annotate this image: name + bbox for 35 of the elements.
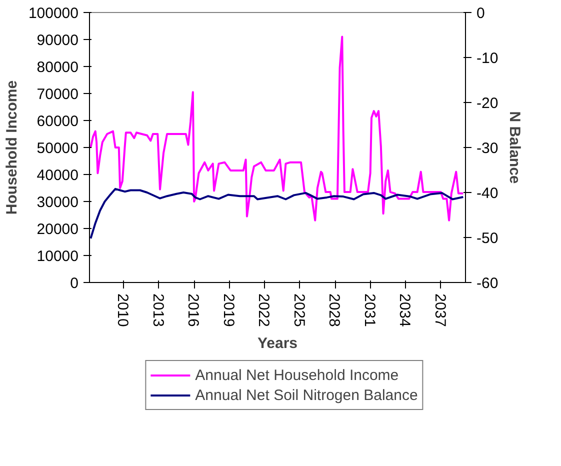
y2-tick-label: -10 [476,50,498,67]
legend-label: Annual Net Household Income [195,366,399,384]
x-tick-label: 2034 [396,294,414,327]
y-tick-label: 20000 [36,221,79,238]
x-tick-label: 2031 [360,294,378,327]
y2-tick-label: -20 [476,95,498,112]
legend-label: Annual Net Soil Nitrogen Balance [195,386,418,404]
x-tick-label: 2010 [114,294,132,327]
x-tick-label: 2022 [255,294,272,327]
x-tick-label: 2025 [290,294,308,327]
y2-tick-label: -50 [476,230,498,247]
y-tick-label: 30000 [36,194,79,211]
y-tick-label: 90000 [36,32,79,49]
y2-tick-label: -60 [476,275,498,292]
y-tick-label: 40000 [36,167,79,184]
x-tick-label: 2037 [431,294,448,327]
y-tick-label: 50000 [36,140,79,157]
y-tick-label: 70000 [36,86,79,103]
y-tick-label: 10000 [36,248,79,265]
y-tick-label: 0 [70,275,78,292]
x-tick-label: 2019 [220,294,237,327]
x-tick-label: 2013 [149,294,166,327]
x-tick-label: 2016 [184,294,202,327]
y2-axis-title: N Balance [506,111,524,184]
y2-tick-label: -30 [476,140,498,157]
y-tick-label: 60000 [36,113,79,130]
x-axis-title: Years [257,334,298,352]
y2-tick-label: -40 [476,185,498,202]
x-tick-label: 2028 [326,294,343,327]
line-series [90,36,464,222]
y-tick-label: 100000 [28,5,79,22]
line-series [90,188,464,240]
y2-tick-label: 0 [476,5,485,22]
y-tick-label: 80000 [36,59,79,76]
y-axis-title: Household Income [3,80,20,215]
